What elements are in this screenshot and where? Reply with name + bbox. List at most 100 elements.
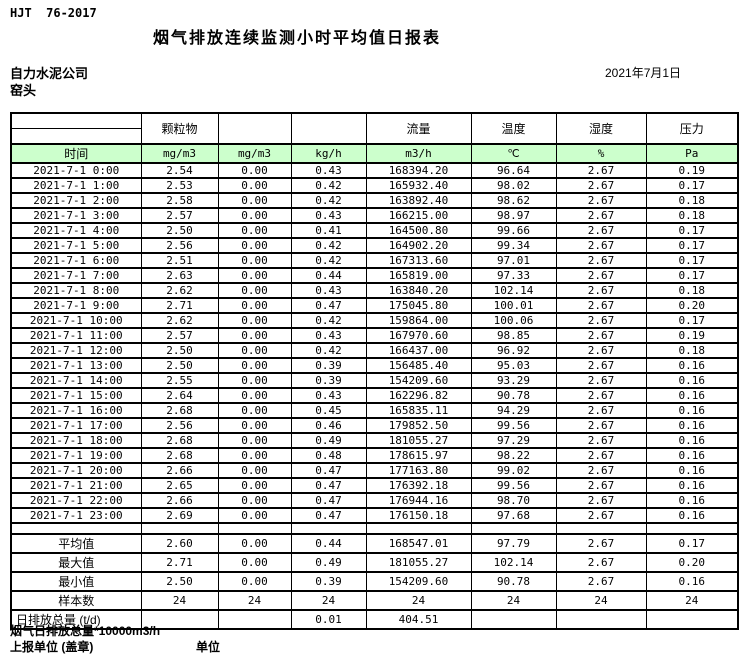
row-value: 181055.27	[365, 432, 472, 449]
time-header-split-cell	[10, 112, 142, 145]
row-value: 2.67	[555, 282, 647, 299]
row-time: 2021-7-1 17:00	[10, 417, 142, 434]
row-value: 0.00	[217, 252, 292, 269]
summary-value: 168547.01	[365, 533, 472, 554]
unit-header: m3/h	[365, 143, 472, 164]
row-value: 2.53	[140, 177, 219, 194]
row-value: 2.58	[140, 192, 219, 209]
row-value: 0.42	[290, 342, 367, 359]
row-value: 0.42	[290, 237, 367, 254]
row-value: 176944.16	[365, 492, 472, 509]
group-header-temperature: 温度	[470, 112, 557, 145]
summary-value: 0.39	[290, 571, 367, 592]
summary-label: 日排放总量 (t/d)	[10, 609, 142, 630]
reporting-unit-label: 上报单位 (盖章)	[10, 640, 94, 654]
summary-value: 0.01	[290, 609, 367, 630]
row-time: 2021-7-1 3:00	[10, 207, 142, 224]
row-time: 2021-7-1 14:00	[10, 372, 142, 389]
table-row: 2021-7-1 9:00 2.71 0.00 0.47 175045.80 100.01…	[10, 297, 739, 314]
spacer-cell	[10, 522, 142, 535]
row-value: 2.67	[555, 432, 647, 449]
row-time: 2021-7-1 4:00	[10, 222, 142, 239]
row-value: 2.67	[555, 462, 647, 479]
row-value: 2.56	[140, 417, 219, 434]
row-value: 0.43	[290, 387, 367, 404]
table-row: 2021-7-1 13:00 2.50 0.00 0.39 156485.40 95.03…	[10, 357, 739, 374]
row-value: 175045.80	[365, 297, 472, 314]
row-value: 0.00	[217, 207, 292, 224]
row-value: 96.64	[470, 162, 557, 179]
summary-value: 97.79	[470, 533, 557, 554]
row-value: 0.00	[217, 492, 292, 509]
row-value: 99.02	[470, 462, 557, 479]
row-value: 0.47	[290, 492, 367, 509]
row-value: 0.17	[645, 267, 739, 284]
split-top-cell	[12, 115, 140, 129]
row-value: 0.16	[645, 507, 739, 524]
row-value: 0.47	[290, 462, 367, 479]
row-value: 2.63	[140, 267, 219, 284]
row-time: 2021-7-1 18:00	[10, 432, 142, 449]
row-time: 2021-7-1 5:00	[10, 237, 142, 254]
row-value: 0.16	[645, 477, 739, 494]
table-row: 2021-7-1 17:00 2.56 0.00 0.46 179852.50 99.56…	[10, 417, 739, 434]
table-row: 2021-7-1 14:00 2.55 0.00 0.39 154209.60 93.29…	[10, 372, 739, 389]
row-value: 0.42	[290, 312, 367, 329]
row-value: 176150.18	[365, 507, 472, 524]
row-value: 163840.20	[365, 282, 472, 299]
summary-row: 样本数 24 24 24 24 24 24 24	[10, 590, 739, 611]
row-value: 98.70	[470, 492, 557, 509]
row-value: 2.50	[140, 342, 219, 359]
summary-value: 154209.60	[365, 571, 472, 592]
row-value: 164902.20	[365, 237, 472, 254]
row-value: 2.54	[140, 162, 219, 179]
row-value: 0.16	[645, 372, 739, 389]
row-time: 2021-7-1 15:00	[10, 387, 142, 404]
table-header: 颗粒物 流量 温度 湿度 压力 时间 mg/m3 mg/m3 kg/h m3/h ℃% P…	[10, 112, 739, 164]
table-row: 2021-7-1 8:00 2.62 0.00 0.43 163840.20 102.14…	[10, 282, 739, 299]
summary-value: 181055.27	[365, 552, 472, 573]
row-value: 0.20	[645, 297, 739, 314]
row-value: 2.67	[555, 372, 647, 389]
row-value: 2.67	[555, 357, 647, 374]
summary-value: 24	[470, 590, 557, 611]
table-row: 2021-7-1 10:00 2.62 0.00 0.42 159864.00 100.0…	[10, 312, 739, 329]
row-value: 2.57	[140, 207, 219, 224]
row-value: 2.50	[140, 357, 219, 374]
row-value: 167970.60	[365, 327, 472, 344]
row-value: 98.22	[470, 447, 557, 464]
spacer-cell	[365, 522, 472, 535]
row-value: 0.45	[290, 402, 367, 419]
row-value: 0.39	[290, 357, 367, 374]
flow-total-note: 烟气日排放总量*10000m3/h	[10, 624, 161, 638]
summary-value: 90.78	[470, 571, 557, 592]
row-value: 102.14	[470, 282, 557, 299]
row-value: 0.00	[217, 462, 292, 479]
summary-value: 24	[140, 590, 219, 611]
row-value: 2.57	[140, 327, 219, 344]
row-value: 0.16	[645, 492, 739, 509]
row-value: 154209.60	[365, 372, 472, 389]
unit-header: ℃	[470, 143, 557, 164]
row-value: 100.06	[470, 312, 557, 329]
row-value: 0.18	[645, 192, 739, 209]
table-row: 2021-7-1 11:00 2.57 0.00 0.43 167970.60 98.85…	[10, 327, 739, 344]
row-time: 2021-7-1 7:00	[10, 267, 142, 284]
table-row: 2021-7-1 16:00 2.68 0.00 0.45 165835.11 94.29…	[10, 402, 739, 419]
row-value: 176392.18	[365, 477, 472, 494]
row-value: 0.00	[217, 357, 292, 374]
row-value: 178615.97	[365, 447, 472, 464]
row-time: 2021-7-1 22:00	[10, 492, 142, 509]
summary-value: 2.67	[555, 533, 647, 554]
row-value: 0.00	[217, 222, 292, 239]
summary-value: 0.00	[217, 533, 292, 554]
summary-value: 24	[217, 590, 292, 611]
row-value: 2.67	[555, 207, 647, 224]
row-time: 2021-7-1 16:00	[10, 402, 142, 419]
spacer-cell	[645, 522, 739, 535]
row-value: 2.71	[140, 297, 219, 314]
row-value: 97.01	[470, 252, 557, 269]
row-value: 0.43	[290, 327, 367, 344]
row-time: 2021-7-1 11:00	[10, 327, 142, 344]
row-value: 0.17	[645, 237, 739, 254]
